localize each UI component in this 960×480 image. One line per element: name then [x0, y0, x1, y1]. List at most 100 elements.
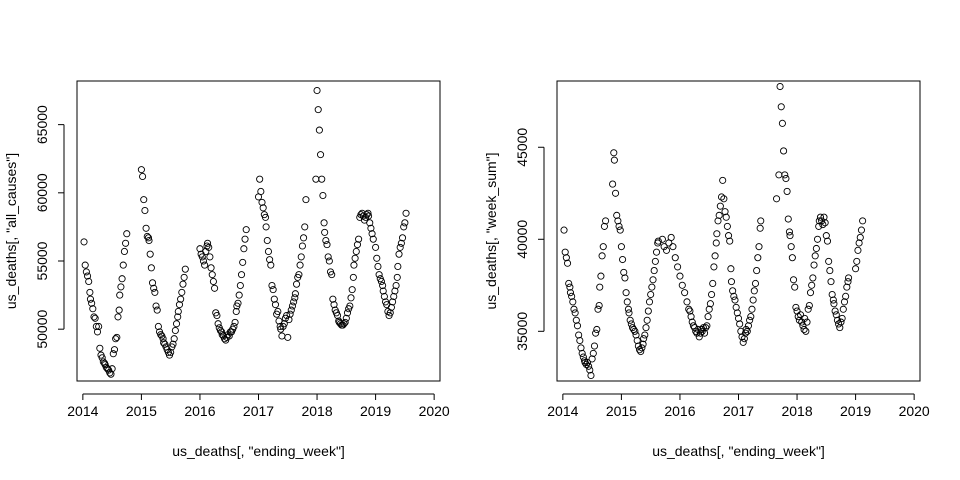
data-point: [825, 257, 833, 265]
data-point: [291, 294, 299, 302]
data-point: [832, 311, 840, 319]
data-point: [781, 171, 789, 179]
data-point: [757, 217, 765, 225]
data-point: [802, 327, 810, 335]
all-causes-scatter-panel: 2014 2015 2016 2017 2018 2019 2020 50000 55000 60…: [3, 80, 450, 459]
data-point: [391, 287, 399, 295]
data-point: [853, 257, 861, 265]
data-point: [110, 346, 119, 354]
data-point: [96, 344, 104, 352]
data-point: [175, 301, 184, 309]
data-point: [268, 281, 276, 290]
data-point: [145, 236, 153, 245]
data-point: [854, 246, 862, 254]
data-point: [569, 298, 577, 306]
data-point: [748, 305, 756, 313]
data-point: [92, 322, 100, 331]
data-point: [241, 235, 249, 243]
data-point: [269, 286, 277, 294]
data-point: [218, 328, 226, 336]
data-point: [278, 332, 286, 340]
data-point: [649, 276, 657, 284]
data-point: [566, 283, 574, 291]
data-point: [799, 322, 807, 330]
data-point: [720, 195, 728, 203]
data-point: [631, 327, 639, 335]
data-point: [741, 329, 750, 337]
data-point: [744, 322, 753, 330]
data-point: [242, 226, 250, 234]
data-point: [148, 279, 157, 287]
data-point: [348, 286, 356, 294]
data-point: [392, 281, 400, 290]
data-point: [714, 217, 722, 225]
data-point: [196, 245, 204, 253]
data-point: [341, 318, 349, 326]
data-point: [615, 222, 623, 230]
data-point: [314, 106, 322, 114]
data-point: [856, 233, 864, 241]
data-point: [324, 253, 332, 261]
data-point: [671, 254, 679, 262]
data-point: [582, 360, 590, 368]
data-point: [394, 262, 402, 271]
data-point: [393, 273, 401, 281]
x-tick-label: 2020: [419, 403, 450, 419]
data-point: [144, 234, 152, 242]
data-point: [372, 243, 380, 251]
data-point: [81, 261, 89, 269]
data-point: [852, 265, 860, 273]
data-point: [822, 232, 830, 240]
data-point: [237, 271, 246, 279]
data-point: [733, 309, 741, 317]
data-point: [654, 237, 662, 245]
data-point: [312, 175, 320, 183]
data-point: [88, 299, 96, 307]
data-point: [209, 277, 217, 286]
data-point: [262, 223, 270, 231]
data-point: [837, 318, 845, 326]
data-point: [713, 230, 721, 238]
data-point: [821, 219, 829, 227]
data-point: [622, 289, 630, 297]
data-point: [695, 333, 703, 341]
data-point: [283, 311, 291, 320]
data-point: [288, 302, 297, 310]
data-point: [687, 313, 695, 321]
data-point: [562, 254, 570, 262]
data-point: [711, 252, 719, 260]
data-point: [736, 320, 744, 328]
data-point: [174, 313, 182, 321]
data-point: [115, 306, 123, 314]
data-point: [782, 174, 790, 183]
data-point: [600, 222, 608, 230]
data-point: [859, 217, 867, 225]
data-point: [328, 271, 336, 279]
data-point: [830, 300, 838, 308]
data-point: [715, 211, 723, 219]
data-point: [235, 291, 243, 299]
x-tick-label: 2018: [781, 403, 812, 419]
data-point: [386, 309, 394, 317]
data-point: [204, 239, 212, 247]
y-axis-title: us_deaths[, "week_sum"]: [483, 152, 499, 309]
data-point: [648, 283, 656, 291]
data-point: [137, 166, 145, 174]
data-point: [577, 344, 585, 352]
data-point: [792, 303, 800, 311]
data-point: [89, 305, 97, 313]
data-point: [290, 298, 298, 306]
data-point: [611, 189, 620, 197]
data-point: [85, 277, 93, 286]
data-point: [734, 314, 743, 322]
data-point: [95, 322, 103, 331]
data-point: [112, 335, 120, 343]
data-point: [208, 271, 216, 279]
x-tick-label: 2019: [840, 403, 871, 419]
data-point: [815, 222, 823, 230]
data-point: [809, 274, 817, 282]
x-tick-label: 2016: [184, 403, 215, 419]
data-point: [363, 211, 371, 219]
data-point: [400, 223, 408, 231]
data-point: [619, 255, 627, 264]
